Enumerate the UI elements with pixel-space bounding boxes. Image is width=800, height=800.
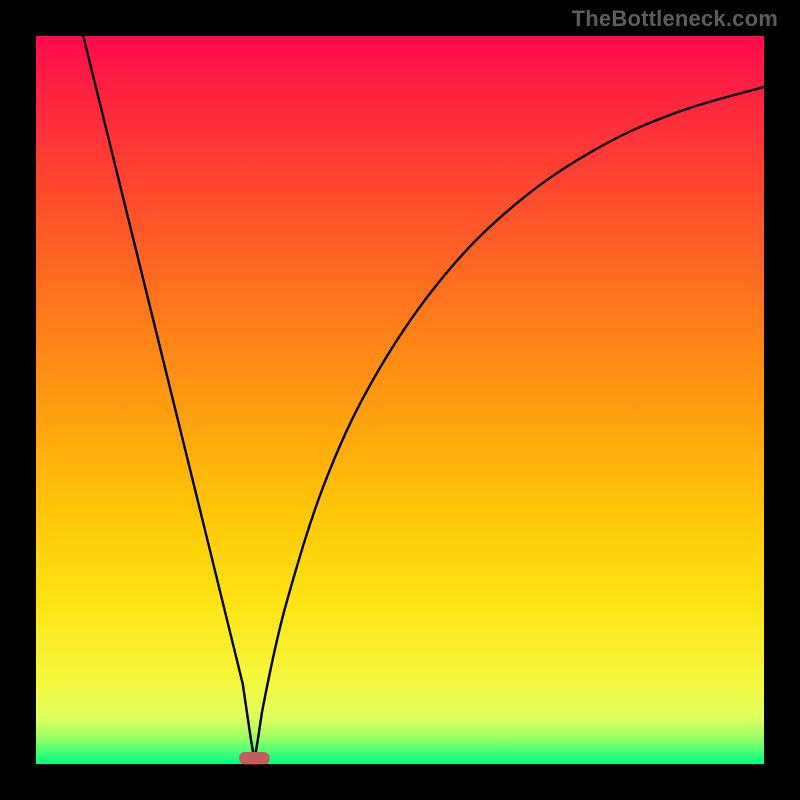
watermark-text: TheBottleneck.com <box>572 6 778 32</box>
plot-background <box>36 36 764 764</box>
marker-capsule <box>239 752 270 764</box>
chart-container: { "watermark": { "text": "TheBottleneck.… <box>0 0 800 800</box>
bottleneck-chart <box>0 0 800 800</box>
